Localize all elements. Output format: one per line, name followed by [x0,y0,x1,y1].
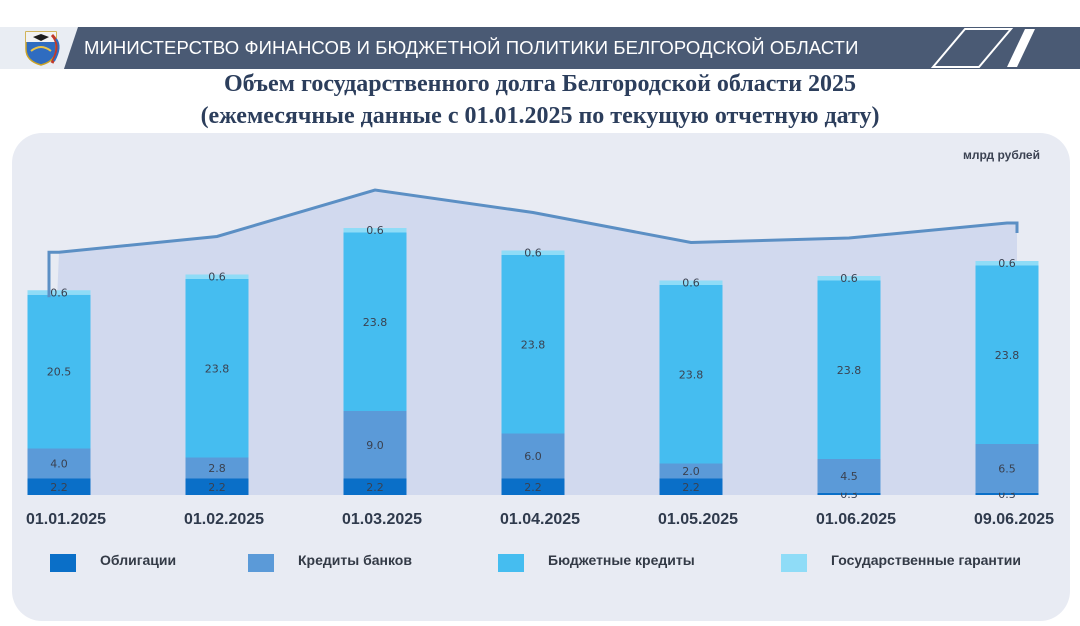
bar-segment-s3-c1 [185,274,249,279]
bar-segment-s2-c4 [659,285,723,464]
x-tick-label-5: 01.06.2025 [816,511,896,528]
data-label-s0-c2: 2.2 [366,481,384,494]
data-label-s1-c1: 2.8 [208,462,226,475]
bar-segment-s3-c5 [817,276,881,281]
legend-label-1: Кредиты банков [298,552,412,568]
legend-swatch-1 [248,554,274,572]
bar-segment-s3-c6 [975,261,1039,266]
total-line [47,188,1019,298]
x-tick-label-6: 09.06.2025 [974,511,1054,528]
bar-segment-s0-c0 [27,478,91,495]
data-label-s1-c5: 4.5 [840,470,858,483]
bar-segment-s2-c3 [501,255,565,434]
bar-segment-s1-c4 [659,463,723,479]
x-tick-label-3: 01.04.2025 [500,511,580,528]
data-label-s2-c3: 23.8 [521,338,546,351]
bar-segment-s3-c2 [343,228,407,233]
bar-segment-s2-c6 [975,265,1039,444]
chart-subtitle: (ежемесячные данные с 01.01.2025 по теку… [200,103,880,129]
bar-segment-s3-c3 [501,250,565,255]
chart-title-block: Объем государственного долга Белгородско… [0,68,1080,132]
data-label-s3-c2: 0.6 [366,224,384,237]
data-label-s1-c3: 6.0 [524,450,542,463]
data-label-s3-c4: 0.6 [682,277,700,290]
bar-segment-s1-c2 [343,411,407,479]
bar-segment-s0-c5 [817,492,881,495]
data-label-s0-c1: 2.2 [208,481,226,494]
data-label-s0-c3: 2.2 [524,481,542,494]
bar-segment-s0-c6 [975,492,1039,495]
coat-of-arms-icon [25,31,60,66]
data-label-s2-c1: 23.8 [205,362,230,375]
data-label-s1-c0: 4.0 [50,458,68,471]
bar-segment-s0-c2 [343,478,407,495]
data-label-s3-c5: 0.6 [840,272,858,285]
bar-segment-s1-c6 [975,444,1039,493]
bar-segment-s3-c0 [27,290,91,295]
legend-swatch-0 [50,554,76,572]
legend-swatch-3 [781,554,807,572]
legend-swatch-2 [498,554,524,572]
x-tick-label-4: 01.05.2025 [658,511,738,528]
bar-segment-s2-c5 [817,280,881,459]
bar-segment-s1-c3 [501,433,565,479]
bar-segment-s2-c0 [27,294,91,449]
data-label-s2-c4: 23.8 [679,368,704,381]
data-label-s2-c2: 23.8 [363,316,388,329]
bar-segment-s1-c5 [817,459,881,493]
bar-segment-s1-c1 [185,457,249,479]
data-label-s3-c1: 0.6 [208,271,226,284]
bar-segment-s0-c4 [659,478,723,495]
legend-label-2: Бюджетные кредиты [548,552,695,568]
data-label-s3-c6: 0.6 [998,257,1016,270]
legend-label-3: Государственные гарантии [831,552,1021,568]
header-title: МИНИСТЕРСТВО ФИНАНСОВ И БЮДЖЕТНОЙ ПОЛИТИ… [84,37,859,58]
chart-title: Объем государственного долга Белгородско… [223,71,857,97]
data-label-s1-c2: 9.0 [366,439,384,452]
data-label-s3-c0: 0.6 [50,286,68,299]
bar-segment-s2-c2 [343,232,407,411]
data-label-s0-c0: 2.2 [50,481,68,494]
data-label-s1-c4: 2.0 [682,465,700,478]
bar-segment-s0-c1 [185,478,249,495]
header-bar: МИНИСТЕРСТВО ФИНАНСОВ И БЮДЖЕТНОЙ ПОЛИТИ… [0,27,1080,69]
bar-segment-s2-c1 [185,279,249,458]
data-label-s1-c6: 6.5 [998,462,1016,475]
data-label-s0-c4: 2.2 [682,481,700,494]
legend-label-0: Облигации [100,552,177,568]
bar-segment-s1-c0 [27,448,91,479]
data-label-s2-c5: 23.8 [837,364,862,377]
x-tick-label-1: 01.02.2025 [184,511,264,528]
header-stripes-decoration [930,28,1035,68]
unit-label: млрд рублей [963,148,1040,162]
data-label-s3-c3: 0.6 [524,247,542,260]
bar-segment-s3-c4 [659,280,723,285]
data-label-s2-c0: 20.5 [47,366,72,379]
data-label-s2-c6: 23.8 [995,349,1020,362]
x-tick-label-2: 01.03.2025 [342,511,422,528]
x-tick-label-0: 01.01.2025 [26,511,106,528]
bar-segment-s0-c3 [501,478,565,495]
